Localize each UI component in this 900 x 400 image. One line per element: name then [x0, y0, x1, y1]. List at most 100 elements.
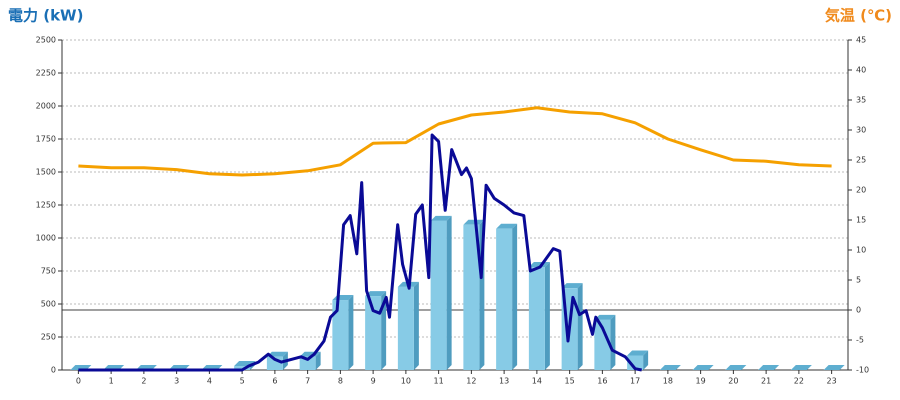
bar-group — [299, 351, 321, 370]
y-tick-label: 2000 — [36, 102, 56, 111]
bar-top — [823, 365, 845, 370]
x-tick-label: 4 — [207, 377, 212, 386]
bar — [365, 296, 382, 370]
y2-tick-label: 40 — [856, 66, 866, 75]
bar — [627, 355, 644, 370]
x-tick-label: 18 — [663, 377, 673, 386]
bar-side — [643, 350, 649, 370]
x-tick-label: 14 — [532, 377, 542, 386]
bar-group — [725, 365, 747, 370]
bar-side — [446, 215, 452, 370]
bar-top — [594, 314, 616, 320]
bar-side — [577, 283, 583, 370]
bar — [234, 366, 251, 370]
y-tick-label: 2250 — [36, 69, 56, 78]
y-axis-title: 電力 (kW) — [8, 7, 83, 25]
bar-group — [627, 350, 649, 370]
bar-group — [823, 365, 845, 370]
y2-axis-title: 気温 (℃) — [825, 7, 892, 25]
bar-side — [512, 223, 518, 370]
x-tick-label: 21 — [761, 377, 771, 386]
y2-tick-label: 20 — [856, 186, 866, 195]
y-tick-label: 2500 — [36, 36, 56, 45]
x-tick-label: 0 — [76, 377, 81, 386]
y-tick-label: 500 — [41, 300, 56, 309]
y-tick-label: 0 — [51, 366, 56, 375]
bar-group — [332, 295, 354, 370]
bar-top — [725, 365, 747, 370]
y2-tick-label: 45 — [856, 36, 866, 45]
y2-tick-label: -10 — [856, 366, 869, 375]
bar-group — [463, 219, 485, 370]
bar-group — [496, 223, 518, 370]
bar-side — [610, 314, 616, 370]
bar — [463, 224, 480, 370]
x-tick-label: 23 — [827, 377, 837, 386]
x-tick-label: 17 — [630, 377, 640, 386]
x-tick-label: 7 — [305, 377, 310, 386]
bar-group — [528, 262, 550, 370]
bar-side — [544, 262, 550, 370]
x-tick-label: 1 — [109, 377, 114, 386]
bar-group — [659, 365, 681, 370]
bar-top — [561, 283, 583, 289]
bar — [496, 228, 513, 370]
x-tick-label: 12 — [466, 377, 476, 386]
x-tick-label: 10 — [401, 377, 411, 386]
bar — [397, 286, 414, 370]
bar-group — [365, 291, 387, 370]
y2-tick-label: 30 — [856, 126, 866, 135]
y-tick-label: 1500 — [36, 168, 56, 177]
x-tick-label: 15 — [565, 377, 575, 386]
y-tick-label: 1000 — [36, 234, 56, 243]
bar-top — [659, 365, 681, 370]
bar-group — [692, 365, 714, 370]
bar-top — [430, 215, 452, 221]
y2-tick-label: 10 — [856, 246, 866, 255]
x-tick-label: 13 — [499, 377, 509, 386]
y2-tick-label: 15 — [856, 216, 866, 225]
y-tick-label: 1250 — [36, 201, 56, 210]
bar-top — [365, 291, 387, 297]
x-tick-label: 2 — [141, 377, 146, 386]
y2-tick-label: 0 — [856, 306, 861, 315]
y2-tick-label: 35 — [856, 96, 866, 105]
x-tick-label: 20 — [728, 377, 738, 386]
bar — [430, 220, 447, 370]
bar-top — [463, 219, 485, 225]
x-tick-label: 9 — [371, 377, 376, 386]
line-series — [78, 133, 642, 372]
x-tick-label: 3 — [174, 377, 179, 386]
bar — [528, 267, 545, 370]
bar-side — [413, 281, 419, 370]
x-tick-label: 8 — [338, 377, 343, 386]
bar-top — [528, 262, 550, 268]
y2-tick-label: 25 — [856, 156, 866, 165]
bar-top — [758, 365, 780, 370]
line-series — [78, 106, 832, 177]
x-tick-label: 16 — [597, 377, 607, 386]
bar — [594, 319, 611, 370]
bar-group — [594, 314, 616, 370]
x-tick-label: 11 — [434, 377, 444, 386]
y-tick-label: 750 — [41, 267, 56, 276]
bar-side — [315, 351, 321, 370]
x-tick-label: 5 — [240, 377, 245, 386]
bar-top — [627, 350, 649, 356]
y-tick-label: 1750 — [36, 135, 56, 144]
bar-group — [430, 215, 452, 370]
bar — [332, 300, 349, 370]
bar-group — [790, 365, 812, 370]
bar-side — [381, 291, 387, 370]
y2-tick-label: -5 — [856, 336, 864, 345]
bar-group — [758, 365, 780, 370]
y-tick-label: 250 — [41, 333, 56, 342]
y2-tick-label: 5 — [856, 276, 861, 285]
x-tick-label: 6 — [272, 377, 277, 386]
bar-side — [348, 295, 354, 370]
bar-top — [692, 365, 714, 370]
x-tick-label: 22 — [794, 377, 804, 386]
bar — [299, 356, 316, 370]
bar-group — [397, 281, 419, 370]
